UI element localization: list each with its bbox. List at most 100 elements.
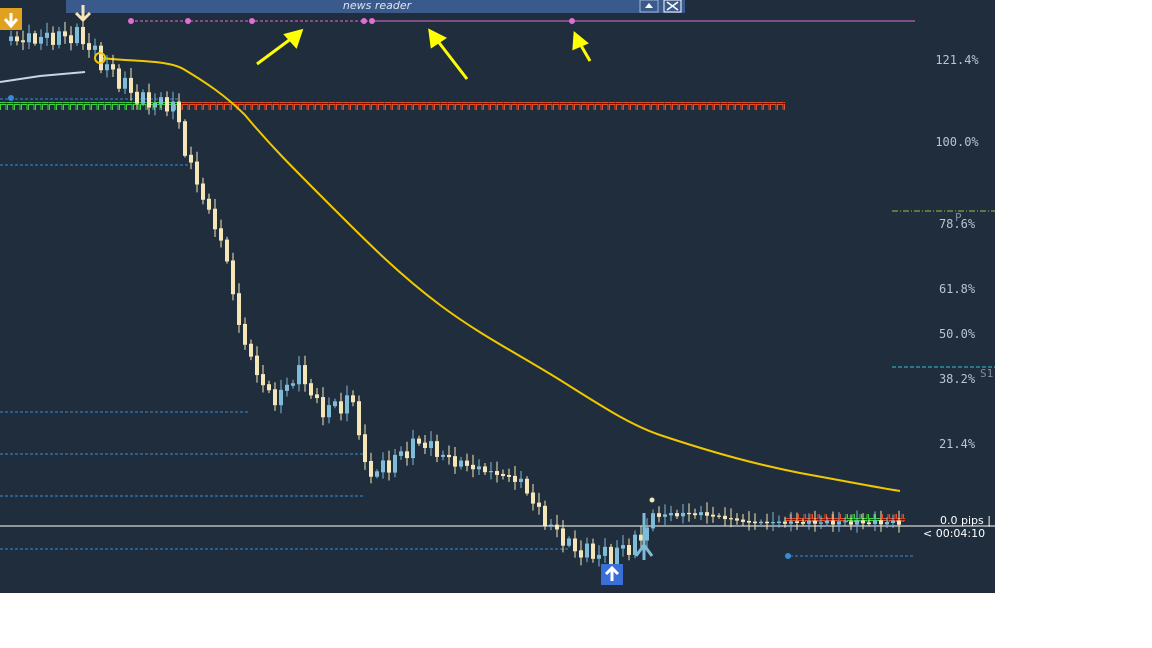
- news-reader-bar[interactable]: [66, 0, 685, 13]
- marker: [8, 95, 14, 101]
- candle-body: [357, 401, 361, 436]
- candle-body: [705, 512, 709, 516]
- candle-body: [375, 471, 379, 477]
- candle-body: [789, 521, 793, 524]
- candle-body: [813, 520, 817, 524]
- news-dot: [128, 18, 134, 24]
- candle-body: [99, 45, 103, 71]
- news-reader-title: news reader: [343, 0, 413, 12]
- fib-level-label: 38.2%: [939, 372, 976, 386]
- candle-body: [129, 77, 133, 93]
- candle-body: [585, 543, 589, 558]
- candle-body: [861, 520, 865, 524]
- candle-body: [69, 35, 73, 44]
- candle-body: [711, 514, 715, 517]
- candle-body: [681, 512, 685, 517]
- candle-body: [27, 33, 31, 43]
- candle-body: [303, 365, 307, 385]
- candle-body: [39, 36, 43, 44]
- candle-body: [687, 512, 691, 515]
- candle-body: [747, 520, 751, 523]
- candle-body: [405, 451, 409, 459]
- candle-body: [765, 521, 769, 524]
- timer-label: < 00:04:10: [923, 527, 985, 540]
- candle-body: [255, 355, 259, 376]
- candle-body: [699, 512, 703, 516]
- candle-body: [351, 395, 355, 403]
- marker: [94, 52, 106, 64]
- candle-body: [381, 460, 385, 473]
- candle-body: [885, 522, 889, 525]
- pips-label: 0.0 pips | 12: [940, 514, 1008, 527]
- candle-body: [459, 460, 463, 467]
- candle-body: [741, 519, 745, 522]
- candle-body: [267, 384, 271, 391]
- candle-body: [141, 92, 145, 104]
- down-arrow: [74, 5, 92, 23]
- candle-body: [825, 520, 829, 524]
- candle-body: [591, 543, 595, 559]
- candle-body: [207, 198, 211, 210]
- candle-body: [615, 547, 619, 565]
- candle-body: [465, 460, 469, 466]
- candle-body: [111, 64, 115, 70]
- candle-body: [735, 518, 739, 521]
- candle-body: [219, 228, 223, 241]
- candle-body: [519, 478, 523, 482]
- candle-body: [345, 395, 349, 414]
- candle-body: [183, 121, 187, 156]
- moving-average: [99, 57, 901, 492]
- candle-body: [573, 538, 577, 552]
- candle-body: [897, 520, 901, 525]
- candle-body: [753, 521, 757, 524]
- candle-body: [231, 260, 235, 295]
- marker: [785, 553, 791, 559]
- candle-body: [879, 520, 883, 525]
- candle-body: [657, 513, 661, 517]
- candle-body: [387, 460, 391, 473]
- candle-body: [123, 77, 127, 89]
- candle-body: [477, 466, 481, 470]
- candle-body: [483, 466, 487, 473]
- candle-body: [279, 389, 283, 406]
- trend-line: [0, 71, 86, 83]
- candle-body: [399, 451, 403, 456]
- candle-body: [471, 464, 475, 470]
- candle-body: [849, 521, 853, 525]
- candle-body: [807, 520, 811, 524]
- candle-body: [669, 513, 673, 516]
- news-dot: [249, 18, 255, 24]
- candle-body: [645, 527, 649, 541]
- sell-arrow: [3, 13, 19, 29]
- fib-level-label: 121.4%: [935, 53, 979, 67]
- candle-body: [819, 522, 823, 524]
- candle-body: [729, 518, 733, 520]
- candle-body: [639, 534, 643, 541]
- candle-body: [693, 513, 697, 516]
- candle-body: [177, 101, 181, 123]
- candle-body: [891, 520, 895, 524]
- candle-body: [189, 154, 193, 163]
- candle-body: [135, 91, 139, 104]
- candle-body: [369, 461, 373, 477]
- candle-body: [93, 45, 97, 50]
- candle-body: [423, 442, 427, 448]
- candle-body: [453, 456, 457, 467]
- candle-body: [627, 545, 631, 555]
- plot: [0, 18, 995, 571]
- close-icon: [666, 1, 679, 11]
- candle-body: [249, 343, 253, 357]
- candle-body: [537, 502, 541, 507]
- candle-body: [855, 520, 859, 525]
- candle-body: [237, 293, 241, 325]
- buy-arrow: [604, 565, 620, 581]
- candle-body: [21, 40, 25, 43]
- candle-body: [147, 92, 151, 108]
- pivot-label: P: [955, 211, 962, 224]
- news-dot: [185, 18, 191, 24]
- candle-body: [105, 64, 109, 71]
- candle-body: [195, 161, 199, 185]
- candle-body: [435, 441, 439, 457]
- candle-body: [321, 397, 325, 418]
- candle-body: [831, 520, 835, 525]
